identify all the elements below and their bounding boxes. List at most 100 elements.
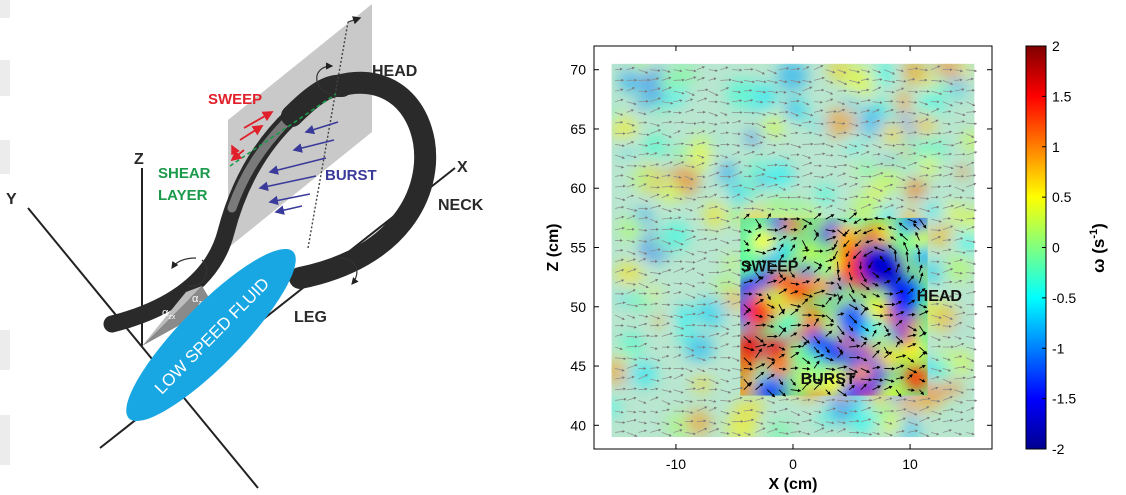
- velocity-vector: [720, 343, 730, 348]
- velocity-vector: [837, 378, 845, 387]
- neck-label: NECK: [438, 197, 484, 214]
- velocity-vector: [966, 226, 975, 231]
- velocity-vector: [626, 258, 637, 263]
- vorticity-blob: [764, 194, 792, 222]
- velocity-vector: [860, 144, 870, 148]
- velocity-vector: [661, 110, 672, 114]
- velocity-vector: [685, 293, 696, 299]
- velocity-vector: [755, 250, 767, 255]
- velocity-vector: [837, 272, 841, 282]
- velocity-vector: [825, 205, 833, 209]
- velocity-vector: [895, 354, 907, 359]
- velocity-vector: [626, 376, 635, 380]
- velocity-vector: [685, 235, 697, 241]
- velocity-vector: [802, 432, 811, 436]
- velocity-vector: [638, 374, 649, 380]
- y-tick-label: 45: [570, 358, 586, 374]
- vorticity-blob: [897, 392, 923, 419]
- velocity-vector: [638, 357, 649, 361]
- velocity-vector: [778, 304, 785, 315]
- velocity-vector: [755, 276, 764, 284]
- vorticity-blob: [634, 98, 647, 111]
- velocity-vector: [755, 298, 764, 305]
- velocity-vector: [661, 314, 674, 319]
- velocity-vector: [872, 69, 882, 74]
- velocity-vector: [790, 332, 798, 337]
- velocity-vector: [732, 293, 741, 296]
- velocity-vector: [755, 208, 765, 212]
- velocity-vector: [661, 216, 673, 220]
- velocity-vector: [906, 265, 911, 273]
- velocity-vector: [907, 275, 915, 284]
- leg-label: LEG: [294, 309, 327, 326]
- velocity-vector: [931, 165, 943, 169]
- velocity-vector: [720, 101, 730, 105]
- vorticity-blob: [918, 154, 939, 176]
- vorticity-blob: [692, 374, 712, 394]
- velocity-vector: [919, 118, 929, 124]
- velocity-vector: [767, 183, 779, 188]
- velocity-vector: [673, 314, 684, 319]
- velocity-vector: [860, 78, 870, 81]
- velocity-vector: [626, 357, 638, 361]
- velocity-vector: [813, 303, 826, 308]
- velocity-vector: [673, 400, 684, 404]
- velocity-vector: [638, 400, 647, 404]
- velocity-vector: [790, 90, 802, 96]
- velocity-vector: [685, 76, 697, 81]
- velocity-vector: [661, 240, 672, 245]
- velocity-vector: [661, 133, 672, 138]
- velocity-vector: [825, 367, 836, 372]
- velocity-vector: [650, 272, 662, 275]
- velocity-vector: [615, 397, 627, 401]
- velocity-vector: [849, 90, 861, 94]
- velocity-vector: [743, 367, 754, 371]
- velocity-vector: [685, 354, 695, 359]
- velocity-vector: [930, 65, 941, 71]
- velocity-vector: [837, 421, 846, 425]
- velocity-vector: [626, 227, 635, 231]
- velocity-vector: [907, 90, 919, 94]
- velocity-vector: [661, 194, 670, 199]
- velocity-vector: [720, 131, 729, 135]
- velocity-vector: [954, 271, 963, 275]
- velocity-vector: [907, 143, 917, 147]
- velocity-vector: [837, 80, 848, 85]
- velocity-vector: [802, 341, 807, 348]
- velocity-vector: [685, 208, 693, 212]
- vorticity-blob: [676, 325, 694, 343]
- velocity-vector: [732, 144, 741, 147]
- velocity-vector: [825, 144, 834, 148]
- velocity-vector: [919, 288, 926, 295]
- velocity-vector: [732, 300, 742, 305]
- velocity-vector: [708, 428, 720, 433]
- velocity-vector: [942, 173, 953, 177]
- velocity-vector: [696, 205, 705, 209]
- velocity-vector: [942, 429, 952, 433]
- velocity-vector: [778, 378, 784, 386]
- velocity-vector: [837, 428, 847, 433]
- velocity-vector: [852, 250, 862, 260]
- velocity-vector: [895, 186, 908, 190]
- velocity-vector: [919, 378, 926, 383]
- velocity-vector: [650, 218, 659, 223]
- velocity-vector: [966, 110, 977, 114]
- velocity-vector: [626, 101, 637, 106]
- velocity-vector: [638, 174, 650, 178]
- velocity-vector: [615, 67, 623, 71]
- velocity-vector: [907, 367, 918, 374]
- velocity-vector: [813, 289, 826, 295]
- velocity-vector: [884, 133, 895, 136]
- velocity-vector: [755, 397, 765, 401]
- velocity-vector: [813, 109, 824, 113]
- velocity-vector: [966, 182, 977, 188]
- velocity-vector: [685, 165, 695, 169]
- velocity-vector: [966, 77, 974, 81]
- velocity-vector: [872, 119, 881, 124]
- velocity-vector: [825, 357, 834, 362]
- velocity-vector: [626, 335, 638, 339]
- velocity-vector: [884, 197, 893, 201]
- velocity-vector: [767, 100, 776, 104]
- velocity-vector: [755, 69, 766, 75]
- velocity-vector: [685, 122, 697, 125]
